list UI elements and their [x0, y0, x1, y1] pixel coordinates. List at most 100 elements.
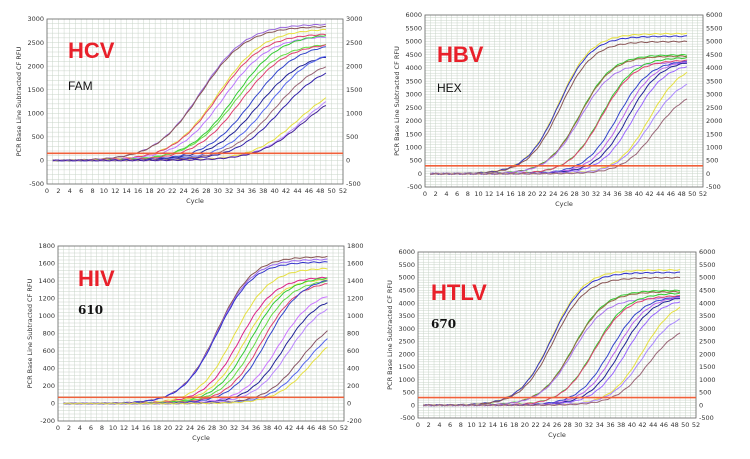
amplification-curve — [63, 346, 328, 405]
x-tick-label: 0 — [423, 190, 427, 198]
y-tick-label-right: 4500 — [699, 287, 716, 295]
x-axis-label: Cycle — [186, 197, 204, 205]
chart-title: HBV — [437, 42, 484, 67]
x-tick-label: 48 — [677, 190, 685, 198]
x-tick-label: 24 — [186, 424, 194, 432]
x-tick-label: 18 — [153, 424, 161, 432]
y-tick-label-right: 3000 — [346, 15, 363, 23]
y-tick-label-left: 4500 — [405, 51, 422, 59]
y-tick-label-right: 2000 — [346, 62, 363, 70]
y-tick-label-left: -500 — [407, 183, 422, 191]
y-tick-label-right: 6000 — [706, 11, 723, 19]
y-tick-label-left: 600 — [43, 347, 55, 355]
y-tick-label-right: 500 — [699, 389, 711, 397]
x-tick-label: 14 — [131, 424, 139, 432]
y-tick-label-right: 1500 — [699, 363, 716, 371]
x-tick-label: 52 — [692, 421, 700, 429]
y-tick-label-left: -200 — [40, 417, 55, 425]
y-tick-label-left: 1400 — [38, 277, 55, 285]
x-tick-label: 38 — [624, 190, 632, 198]
x-tick-label: 4 — [444, 190, 448, 198]
chart-title: HCV — [68, 38, 115, 63]
y-tick-label-right: 3500 — [699, 312, 716, 320]
x-tick-label: 12 — [478, 421, 486, 429]
x-tick-label: 40 — [274, 424, 282, 432]
x-tick-label: 22 — [175, 424, 183, 432]
x-tick-label: 12 — [120, 424, 128, 432]
x-tick-label: 22 — [531, 421, 539, 429]
x-tick-label: 30 — [214, 187, 222, 195]
y-tick-label-left: 1500 — [405, 130, 422, 138]
y-tick-label-right: -500 — [699, 414, 714, 422]
x-tick-label: 34 — [241, 424, 249, 432]
y-tick-label-right: 4000 — [699, 299, 716, 307]
y-tick-label-left: 500 — [32, 133, 44, 141]
x-tick-label: 44 — [293, 187, 301, 195]
y-tick-label-right: 800 — [347, 330, 359, 338]
x-tick-label: 26 — [560, 190, 568, 198]
y-tick-label-right: -200 — [347, 417, 362, 425]
x-tick-label: 44 — [649, 421, 657, 429]
x-tick-label: 20 — [521, 421, 529, 429]
x-tick-label: 10 — [109, 424, 117, 432]
x-tick-label: 26 — [553, 421, 561, 429]
y-tick-label-left: 0 — [40, 157, 44, 165]
x-tick-label: 30 — [574, 421, 582, 429]
channel-label: FAM — [68, 79, 93, 93]
y-tick-label-left: 400 — [43, 365, 55, 373]
x-tick-label: 50 — [329, 424, 337, 432]
y-tick-label-right: 4000 — [706, 64, 723, 72]
y-tick-label-left: 1000 — [398, 376, 415, 384]
y-tick-label-left: 1500 — [27, 86, 44, 94]
x-tick-label: 40 — [628, 421, 636, 429]
grid — [424, 14, 704, 188]
y-tick-label-right: -500 — [346, 180, 361, 188]
x-tick-label: 22 — [168, 187, 176, 195]
y-tick-label-left: 1000 — [38, 312, 55, 320]
grid — [417, 251, 697, 419]
y-tick-label-right: 1000 — [706, 144, 723, 152]
x-tick-label: 34 — [236, 187, 244, 195]
y-tick-label-right: 1000 — [347, 312, 364, 320]
y-tick-label-left: -500 — [29, 180, 44, 188]
x-tick-label: 34 — [596, 421, 604, 429]
y-tick-label-right: 0 — [699, 401, 703, 409]
y-tick-label-right: 0 — [706, 170, 710, 178]
y-axis-label: PCR Base Line Subtracted CF RFU — [15, 46, 23, 156]
x-tick-label: 24 — [549, 190, 557, 198]
x-tick-label: 44 — [296, 424, 304, 432]
x-tick-label: 46 — [305, 187, 313, 195]
y-tick-label-right: 3000 — [706, 91, 723, 99]
y-tick-label-left: 4500 — [398, 287, 415, 295]
x-tick-label: 16 — [134, 187, 142, 195]
y-tick-label-right: 1000 — [346, 109, 363, 117]
x-tick-label: 32 — [592, 190, 600, 198]
y-tick-label-right: 600 — [347, 347, 359, 355]
x-tick-label: 20 — [164, 424, 172, 432]
y-tick-label-right: 200 — [347, 382, 359, 390]
y-tick-label-right: 5000 — [699, 274, 716, 282]
x-tick-label: 2 — [67, 424, 71, 432]
x-tick-label: 42 — [645, 190, 653, 198]
x-tick-label: 50 — [688, 190, 696, 198]
x-tick-label: 6 — [89, 424, 93, 432]
x-tick-label: 4 — [78, 424, 82, 432]
y-tick-label-right: 2500 — [346, 39, 363, 47]
y-axis-label: PCR Base Line Subtracted CF RFU — [393, 46, 401, 156]
y-tick-label-left: 1500 — [398, 363, 415, 371]
x-tick-label: 2 — [56, 187, 60, 195]
x-tick-label: 6 — [455, 190, 459, 198]
x-tick-label: 20 — [528, 190, 536, 198]
y-tick-label-left: 4000 — [405, 64, 422, 72]
y-tick-label-left: 2000 — [398, 350, 415, 358]
x-tick-label: 24 — [542, 421, 550, 429]
x-tick-label: 34 — [603, 190, 611, 198]
x-tick-label: 18 — [517, 190, 525, 198]
y-tick-label-right: 5500 — [706, 24, 723, 32]
y-tick-label-right: 2500 — [699, 338, 716, 346]
x-tick-label: 16 — [142, 424, 150, 432]
